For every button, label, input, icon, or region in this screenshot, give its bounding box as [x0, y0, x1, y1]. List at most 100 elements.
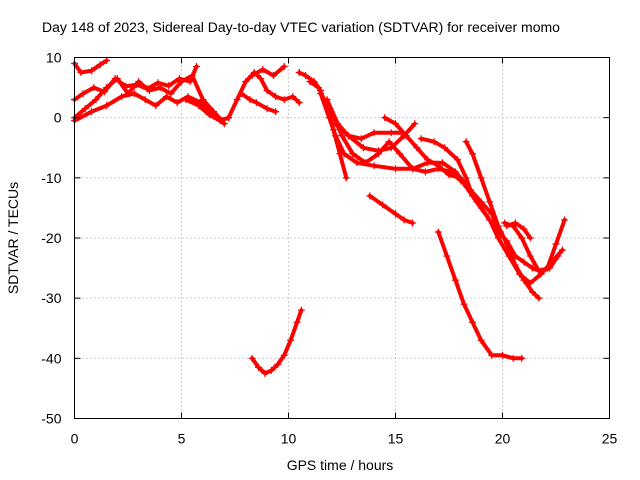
data-point [511, 219, 519, 227]
data-point [113, 75, 121, 83]
data-point [518, 354, 526, 362]
data-point [392, 210, 399, 218]
data-point [445, 171, 453, 179]
data-point [154, 79, 162, 87]
data-point [293, 318, 301, 326]
data-point [152, 102, 160, 110]
data-point [141, 96, 149, 104]
data-point [411, 120, 419, 128]
data-layer [71, 57, 569, 377]
data-point [220, 120, 228, 128]
x-tick-label: 15 [388, 431, 404, 447]
series-track-1 [71, 57, 111, 77]
data-point [342, 174, 350, 182]
series-trace [226, 70, 302, 120]
data-point [248, 72, 256, 80]
data-point [287, 336, 295, 344]
y-axis-title: SDTVAR / TECUs [5, 182, 21, 294]
series-trace [464, 139, 541, 301]
data-point [246, 96, 254, 104]
data-point [145, 87, 153, 95]
data-point [295, 99, 303, 107]
data-point [558, 246, 566, 254]
data-point [327, 108, 335, 116]
data-point [248, 354, 256, 362]
data-point [462, 174, 470, 182]
data-point [103, 84, 111, 92]
data-point [385, 138, 393, 146]
data-point [526, 234, 534, 242]
series-track-22 [248, 306, 305, 377]
data-point [165, 82, 173, 90]
y-tick-label: -10 [41, 170, 61, 186]
data-point [421, 168, 429, 176]
data-point [434, 162, 442, 170]
data-point [454, 156, 462, 164]
data-point [103, 57, 111, 65]
data-point [441, 144, 449, 152]
data-point [274, 360, 282, 368]
data-point [503, 222, 511, 230]
data-point [344, 132, 352, 140]
data-point [413, 144, 421, 152]
data-point [396, 150, 404, 158]
data-point [535, 294, 543, 302]
data-point [417, 135, 425, 143]
data-point [535, 267, 543, 275]
data-point [225, 114, 233, 122]
data-point [88, 108, 96, 116]
data-point [323, 96, 331, 104]
data-point [188, 72, 196, 80]
data-point [92, 96, 100, 104]
data-point [272, 93, 280, 101]
data-point [439, 159, 447, 167]
series-trace [367, 193, 415, 225]
data-point [520, 225, 528, 233]
data-point [499, 351, 506, 359]
data-point [195, 102, 203, 110]
data-point [469, 192, 477, 200]
data-point [182, 96, 190, 104]
y-tick-label: 0 [54, 110, 62, 126]
data-point [349, 150, 357, 158]
data-point [81, 105, 89, 113]
data-point [434, 228, 442, 236]
data-point [494, 234, 502, 242]
series-trace [318, 91, 503, 234]
data-point [460, 300, 468, 308]
data-point [552, 240, 560, 248]
data-point [387, 144, 395, 152]
data-point [280, 96, 288, 104]
data-point [518, 234, 526, 242]
data-point [325, 114, 333, 122]
data-point [409, 219, 417, 227]
data-point [216, 117, 224, 125]
data-point [430, 138, 438, 146]
data-point [302, 72, 310, 80]
series-trace [436, 230, 524, 361]
data-point [528, 264, 536, 272]
data-point [374, 147, 382, 155]
data-point [486, 198, 494, 206]
data-point [88, 67, 96, 75]
data-point [486, 216, 494, 224]
data-point [167, 90, 175, 98]
x-tick-label: 0 [71, 431, 79, 447]
data-point [469, 318, 477, 326]
data-point [370, 162, 378, 170]
data-point [353, 159, 361, 167]
data-point [96, 61, 104, 69]
data-point [237, 90, 245, 98]
data-point [400, 216, 408, 224]
data-point [118, 93, 126, 101]
data-point [263, 87, 271, 95]
series-trace [504, 221, 533, 240]
tick-labels: 0 5 10 15 20 25 -50 -40 -30 -20 -10 0 10 [41, 50, 617, 447]
series-track-3 [71, 72, 226, 125]
data-point [77, 69, 85, 77]
x-tick-label: 25 [602, 431, 618, 447]
data-point [192, 63, 200, 71]
data-point [543, 264, 551, 272]
data-point [456, 174, 464, 182]
